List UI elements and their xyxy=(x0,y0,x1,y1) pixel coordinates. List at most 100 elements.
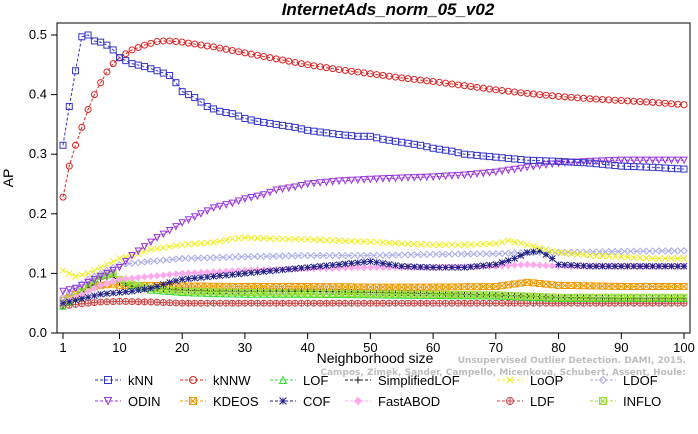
data-point-knnw xyxy=(65,162,73,170)
data-point-odin xyxy=(360,176,368,184)
data-point-loop xyxy=(492,240,500,247)
data-point-cof xyxy=(178,276,186,283)
data-point-ldf xyxy=(272,299,280,307)
data-point-odin xyxy=(59,287,67,296)
data-point-cof xyxy=(241,270,249,277)
data-point-cof xyxy=(655,262,663,270)
data-point-ldf xyxy=(504,299,512,307)
data-point-ldof xyxy=(485,250,494,258)
data-point-cof xyxy=(668,262,675,270)
data-point-cof xyxy=(586,262,594,270)
data-point-ldf xyxy=(297,299,305,307)
data-point-odin xyxy=(222,201,230,209)
data-point-loop xyxy=(410,240,418,248)
data-point-loop xyxy=(630,254,638,261)
data-point-ldof xyxy=(454,250,462,258)
data-point-cof xyxy=(423,263,431,271)
data-point-loop xyxy=(429,241,437,249)
data-point-odin xyxy=(397,174,406,183)
data-point-ldof xyxy=(354,251,362,260)
data-point-ldof xyxy=(423,250,431,259)
data-point-odin xyxy=(479,169,488,178)
data-point-fastabod xyxy=(165,270,174,279)
data-point-odin xyxy=(266,188,274,197)
data-point-ldf xyxy=(379,299,387,307)
data-point-fastabod xyxy=(184,269,193,277)
data-point-odin xyxy=(96,272,105,281)
data-point-ldof xyxy=(140,258,149,266)
data-point-ldf xyxy=(454,299,462,307)
data-point-knnw xyxy=(59,193,67,201)
data-point-cof xyxy=(166,278,173,286)
data-point-loop xyxy=(341,237,349,245)
data-point-ldof xyxy=(674,247,682,255)
data-point-cof xyxy=(254,268,261,276)
data-point-ldf xyxy=(529,299,537,307)
data-point-odin xyxy=(115,263,124,272)
data-point-cof xyxy=(203,273,211,281)
data-point-knn xyxy=(191,94,199,102)
data-point-loop xyxy=(454,241,462,249)
data-point-odin xyxy=(153,234,161,242)
data-point-knn xyxy=(122,57,130,65)
series-ldf xyxy=(59,297,688,310)
data-point-kdeos xyxy=(504,281,512,289)
data-point-loop xyxy=(423,241,431,248)
data-point-ldof xyxy=(655,247,663,255)
data-point-cof xyxy=(84,293,92,301)
data-point-ldof xyxy=(203,254,211,262)
data-point-ldf xyxy=(511,299,519,307)
data-point-ldof xyxy=(165,255,174,264)
data-point-ldf xyxy=(348,299,356,307)
data-point-ldof xyxy=(630,247,638,255)
data-point-cof xyxy=(398,262,406,270)
data-point-fastabod xyxy=(360,263,368,272)
data-point-loop xyxy=(398,240,406,247)
x-tick-label: 100 xyxy=(673,340,695,355)
x-tick-label: 50 xyxy=(363,340,377,355)
data-point-loop xyxy=(78,271,86,279)
data-point-odin xyxy=(303,180,312,189)
data-point-ldof xyxy=(184,254,193,263)
data-point-kdeos xyxy=(567,282,575,290)
data-point-cof xyxy=(385,260,393,268)
legend-marker-kdeos xyxy=(189,397,197,405)
data-point-fastabod xyxy=(153,272,161,280)
data-point-ldf xyxy=(423,299,431,307)
data-point-knn xyxy=(103,41,111,49)
data-point-cof xyxy=(611,262,619,270)
data-point-kdeos xyxy=(511,280,519,288)
data-point-loop xyxy=(668,255,675,262)
data-point-fastabod xyxy=(103,279,111,288)
data-point-knnw xyxy=(103,68,111,76)
data-point-ldof xyxy=(661,247,669,255)
data-point-odin xyxy=(661,156,669,165)
x-tick-label: 60 xyxy=(426,340,440,355)
data-point-cof xyxy=(191,274,199,282)
data-point-loop xyxy=(229,235,236,243)
data-point-cof xyxy=(323,262,330,270)
data-point-odin xyxy=(90,275,99,284)
data-point-knn xyxy=(109,46,117,54)
data-point-loop xyxy=(498,238,506,246)
legend-item-ldof: LDOF xyxy=(590,373,658,388)
y-tick-label: 0.4 xyxy=(29,87,47,102)
data-point-odin xyxy=(71,284,80,293)
data-point-ldf xyxy=(479,299,487,307)
data-point-cof xyxy=(279,266,286,274)
data-point-cof xyxy=(97,290,104,298)
data-point-odin xyxy=(429,173,437,181)
data-point-loop xyxy=(442,241,449,249)
data-point-odin xyxy=(473,170,481,178)
x-tick-label: 80 xyxy=(551,340,565,355)
data-point-loop xyxy=(203,239,211,247)
data-point-odin xyxy=(586,157,594,166)
series-line-loop xyxy=(62,237,684,277)
data-point-loop xyxy=(461,241,468,249)
data-point-cof xyxy=(373,259,380,266)
data-point-odin xyxy=(316,179,324,187)
data-point-loop xyxy=(599,252,606,260)
data-point-ldf xyxy=(197,299,205,307)
data-point-loop xyxy=(643,254,650,262)
data-point-ldf xyxy=(97,298,105,306)
